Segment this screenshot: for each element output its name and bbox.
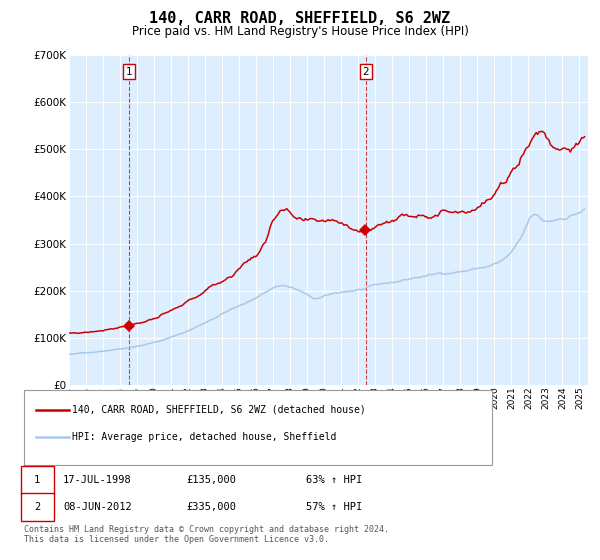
Text: 2: 2 xyxy=(362,67,369,77)
Text: HPI: Average price, detached house, Sheffield: HPI: Average price, detached house, Shef… xyxy=(72,432,337,442)
Text: £135,000: £135,000 xyxy=(186,475,236,485)
Text: 140, CARR ROAD, SHEFFIELD, S6 2WZ (detached house): 140, CARR ROAD, SHEFFIELD, S6 2WZ (detac… xyxy=(72,405,366,415)
Text: Price paid vs. HM Land Registry's House Price Index (HPI): Price paid vs. HM Land Registry's House … xyxy=(131,25,469,38)
Text: 63% ↑ HPI: 63% ↑ HPI xyxy=(306,475,362,485)
Text: Contains HM Land Registry data © Crown copyright and database right 2024.
This d: Contains HM Land Registry data © Crown c… xyxy=(24,525,389,544)
Text: 1: 1 xyxy=(34,475,40,485)
Text: 1: 1 xyxy=(126,67,133,77)
Text: £335,000: £335,000 xyxy=(186,502,236,512)
Text: 08-JUN-2012: 08-JUN-2012 xyxy=(63,502,132,512)
Text: 2: 2 xyxy=(34,502,40,512)
Text: 17-JUL-1998: 17-JUL-1998 xyxy=(63,475,132,485)
Text: 57% ↑ HPI: 57% ↑ HPI xyxy=(306,502,362,512)
Text: 140, CARR ROAD, SHEFFIELD, S6 2WZ: 140, CARR ROAD, SHEFFIELD, S6 2WZ xyxy=(149,11,451,26)
